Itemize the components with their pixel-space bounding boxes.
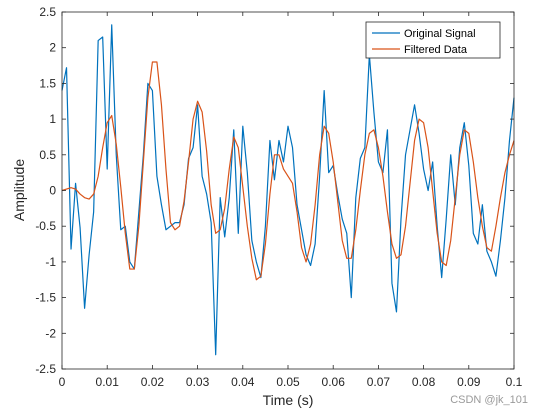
plot-area: [62, 12, 514, 369]
y-tick-label: -2: [45, 326, 56, 340]
legend-label-filtered-data: Filtered Data: [404, 44, 468, 56]
y-tick-labels: -2.5 -2 -1.5 -1 -0.5 0 0.5 1 1.5 2 2.5: [35, 5, 56, 376]
y-axis-label: Amplitude: [11, 159, 27, 221]
x-axis-label: Time (s): [263, 392, 314, 408]
x-tick-label: 0.04: [231, 375, 255, 389]
y-tick-label: 1: [49, 112, 56, 126]
legend: Original Signal Filtered Data: [365, 21, 501, 59]
series-line-filtered-data: [61, 61, 515, 281]
x-tick-label: 0: [59, 375, 66, 389]
y-tick-label: 2.5: [39, 5, 56, 19]
x-tick-label: 0.07: [367, 375, 391, 389]
x-tick-labels: 0 0.01 0.02 0.03 0.04 0.05 0.06 0.07 0.08 0.09 0.1: [59, 375, 523, 389]
x-tick-label: 0.1: [506, 375, 523, 389]
y-tick-label: -2.5: [35, 362, 56, 376]
x-tick-label: 0.09: [457, 375, 481, 389]
y-tick-label: 0: [49, 184, 56, 198]
x-tick-label: 0.05: [276, 375, 300, 389]
y-tick-label: -1.5: [35, 291, 56, 305]
watermark: CSDN @jk_101: [450, 394, 528, 406]
legend-box: [365, 21, 501, 59]
series-layer: [61, 24, 515, 356]
legend-label-original-signal: Original Signal: [404, 28, 476, 40]
x-tick-label: 0.02: [141, 375, 165, 389]
x-tick-label: 0.08: [412, 375, 436, 389]
x-tick-label: 0.06: [322, 375, 346, 389]
tick-layer: [61, 11, 515, 370]
y-tick-label: -1: [45, 255, 56, 269]
y-tick-label: 0.5: [39, 148, 56, 162]
x-tick-label: 0.03: [186, 375, 210, 389]
x-tick-label: 0.01: [96, 375, 120, 389]
y-tick-label: -0.5: [35, 219, 56, 233]
y-tick-label: 2: [49, 41, 56, 55]
y-tick-label: 1.5: [39, 76, 56, 90]
